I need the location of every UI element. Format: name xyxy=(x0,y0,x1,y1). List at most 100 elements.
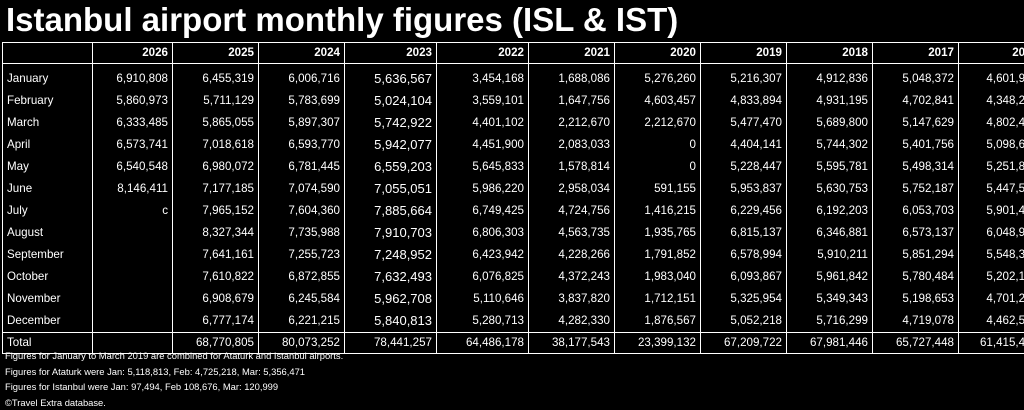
table-cell: 1,416,215 xyxy=(614,200,701,222)
table-cell: 3,837,820 xyxy=(528,288,615,310)
table-cell: 5,942,077 xyxy=(344,134,437,156)
table-cell: 6,559,203 xyxy=(344,156,437,178)
table-cell: 3,559,101 xyxy=(436,90,529,112)
table-cell: 2,212,670 xyxy=(528,112,615,134)
table-cell: 5,742,922 xyxy=(344,112,437,134)
page-title: Istanbul airport monthly figures (ISL & … xyxy=(6,1,679,38)
table-cell: 7,885,664 xyxy=(344,200,437,222)
table-cell: 5,202,147 xyxy=(958,266,1024,288)
table-cell: 6,229,456 xyxy=(700,200,787,222)
table-row: January 6,910,808 6,455,319 6,006,716 5,636,… xyxy=(2,63,1024,90)
table-cell xyxy=(92,222,173,244)
table-cell: 6,053,703 xyxy=(872,200,959,222)
table-cell: 6,346,881 xyxy=(786,222,873,244)
table-cell: 5,595,781 xyxy=(786,156,873,178)
table-cell: 5,865,055 xyxy=(172,112,259,134)
table-cell: 7,255,723 xyxy=(258,244,345,266)
table-cell: 4,462,594 xyxy=(958,310,1024,333)
table-cell: c xyxy=(92,200,173,222)
table-cell: 5,349,343 xyxy=(786,288,873,310)
table-cell: 7,177,185 xyxy=(172,178,259,200)
table-cell: 4,228,266 xyxy=(528,244,615,266)
table-cell: 7,610,822 xyxy=(172,266,259,288)
total-cell: 61,415,470 xyxy=(958,332,1024,354)
table-cell: 2,083,033 xyxy=(528,134,615,156)
header-year: 2019 xyxy=(700,42,787,64)
header-year: 2018 xyxy=(786,42,873,64)
table-cell: 5,228,447 xyxy=(700,156,787,178)
table-cell: 5,024,104 xyxy=(344,90,437,112)
table-cell: 5,716,299 xyxy=(786,310,873,333)
month-label: January xyxy=(2,63,93,90)
table-cell: 0 xyxy=(614,134,701,156)
month-label: March xyxy=(2,112,93,134)
header-year: 2022 xyxy=(436,42,529,64)
table-cell xyxy=(92,266,173,288)
month-label: April xyxy=(2,134,93,156)
header-year: 2020 xyxy=(614,42,701,64)
table-cell: 6,593,770 xyxy=(258,134,345,156)
table-cell: 4,702,841 xyxy=(872,90,959,112)
table-cell: 5,447,562 xyxy=(958,178,1024,200)
header-year: 2026 xyxy=(92,42,173,64)
table-cell: 4,451,900 xyxy=(436,134,529,156)
month-label: June xyxy=(2,178,93,200)
header-year: 2017 xyxy=(872,42,959,64)
table-cell: 4,601,955 xyxy=(958,63,1024,90)
table-cell: 5,780,484 xyxy=(872,266,959,288)
table-cell: 6,749,425 xyxy=(436,200,529,222)
table-cell: 6,573,137 xyxy=(872,222,959,244)
table-cell: 4,401,102 xyxy=(436,112,529,134)
table-cell: 5,711,129 xyxy=(172,90,259,112)
table-cell: 6,980,072 xyxy=(172,156,259,178)
table-cell: 8,327,344 xyxy=(172,222,259,244)
table-cell: 5,901,428 xyxy=(958,200,1024,222)
table-cell: 5,783,699 xyxy=(258,90,345,112)
table-row: March 6,333,485 5,865,055 5,897,307 5,742,92… xyxy=(2,112,1024,134)
table-cell: 7,632,493 xyxy=(344,266,437,288)
table-cell xyxy=(92,310,173,333)
table-cell: 6,093,867 xyxy=(700,266,787,288)
table-cell: 6,221,215 xyxy=(258,310,345,333)
table-cell: 4,833,894 xyxy=(700,90,787,112)
table-cell: 7,641,161 xyxy=(172,244,259,266)
total-cell: 64,486,178 xyxy=(436,332,529,354)
table-cell: 4,282,330 xyxy=(528,310,615,333)
table-cell: 5,216,307 xyxy=(700,63,787,90)
table-cell: 6,076,825 xyxy=(436,266,529,288)
table-cell: 5,744,302 xyxy=(786,134,873,156)
total-cell: 80,073,252 xyxy=(258,332,345,354)
table-row: June 8,146,411 7,177,185 7,074,590 7,055,051… xyxy=(2,178,1024,200)
month-label: February xyxy=(2,90,93,112)
table-cell: 5,636,567 xyxy=(344,63,437,90)
table-cell: 6,455,319 xyxy=(172,63,259,90)
copyright: ©Travel Extra database. xyxy=(5,396,106,408)
table-cell: 1,712,151 xyxy=(614,288,701,310)
table-cell: 5,198,653 xyxy=(872,288,959,310)
table-row: April 6,573,741 7,018,618 6,593,770 5,942,07… xyxy=(2,134,1024,156)
table-cell: 5,961,842 xyxy=(786,266,873,288)
table-cell: 6,423,942 xyxy=(436,244,529,266)
table-cell: 7,965,152 xyxy=(172,200,259,222)
total-cell: 23,399,132 xyxy=(614,332,701,354)
table-cell: 1,983,040 xyxy=(614,266,701,288)
month-label: October xyxy=(2,266,93,288)
table-cell: 5,645,833 xyxy=(436,156,529,178)
footnote-istanbul: Figures for Istanbul were Jan: 97,494, F… xyxy=(5,381,279,392)
table-cell: 7,248,952 xyxy=(344,244,437,266)
header-year: 2025 xyxy=(172,42,259,64)
table-cell: 5,276,260 xyxy=(614,63,701,90)
table-cell: 6,006,716 xyxy=(258,63,345,90)
total-cell: 38,177,543 xyxy=(528,332,615,354)
table-cell: 3,454,168 xyxy=(436,63,529,90)
table-cell: 7,018,618 xyxy=(172,134,259,156)
header-year: 2023 xyxy=(344,42,437,64)
table-cell: 5,962,708 xyxy=(344,288,437,310)
table-row: September 7,641,161 7,255,723 7,248,952 6,42… xyxy=(2,244,1024,266)
footnote-ataturk: Figures for Ataturk were Jan: 5,118,813,… xyxy=(5,365,306,377)
table-cell: 8,146,411 xyxy=(92,178,173,200)
table-cell: 4,603,457 xyxy=(614,90,701,112)
table-cell: 5,953,837 xyxy=(700,178,787,200)
table-cell: 591,155 xyxy=(614,178,701,200)
table-cell: 7,055,051 xyxy=(344,178,437,200)
